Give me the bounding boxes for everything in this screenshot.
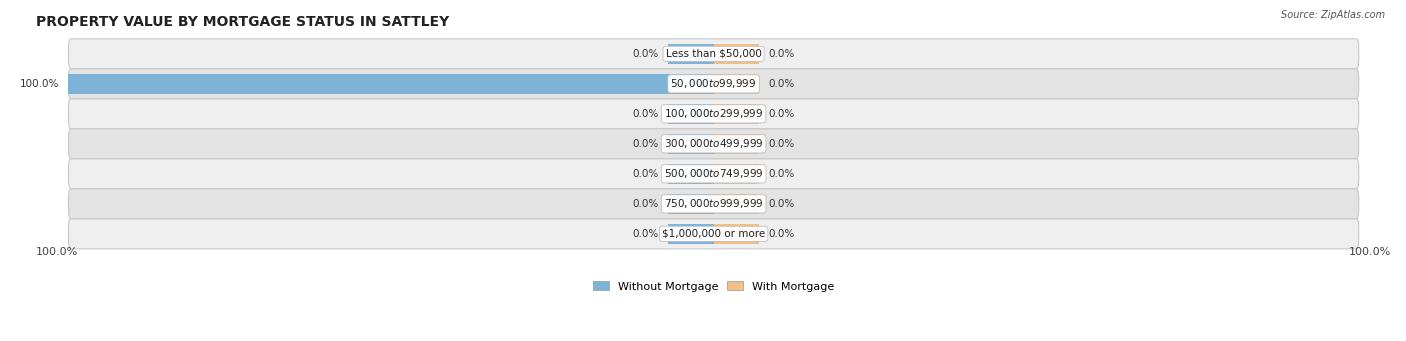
Bar — [668, 104, 714, 124]
Text: 100.0%: 100.0% — [37, 248, 79, 257]
Text: 0.0%: 0.0% — [633, 229, 659, 239]
Bar — [668, 164, 714, 184]
FancyBboxPatch shape — [69, 99, 1358, 129]
Text: PROPERTY VALUE BY MORTGAGE STATUS IN SATTLEY: PROPERTY VALUE BY MORTGAGE STATUS IN SAT… — [37, 15, 450, 29]
Text: 0.0%: 0.0% — [633, 139, 659, 149]
Text: 0.0%: 0.0% — [633, 199, 659, 209]
Text: Less than $50,000: Less than $50,000 — [665, 49, 762, 59]
Text: $500,000 to $749,999: $500,000 to $749,999 — [664, 167, 763, 180]
Text: 100.0%: 100.0% — [20, 79, 59, 89]
Text: $50,000 to $99,999: $50,000 to $99,999 — [671, 77, 756, 90]
Bar — [714, 164, 759, 184]
Bar — [668, 134, 714, 154]
FancyBboxPatch shape — [69, 69, 1358, 99]
Text: Source: ZipAtlas.com: Source: ZipAtlas.com — [1281, 10, 1385, 20]
FancyBboxPatch shape — [69, 219, 1358, 249]
Bar — [668, 224, 714, 244]
Text: 0.0%: 0.0% — [769, 49, 794, 59]
Text: $750,000 to $999,999: $750,000 to $999,999 — [664, 197, 763, 210]
Bar — [714, 194, 759, 214]
Bar — [668, 44, 714, 64]
Text: 0.0%: 0.0% — [769, 109, 794, 119]
Text: 0.0%: 0.0% — [633, 169, 659, 179]
FancyBboxPatch shape — [69, 39, 1358, 69]
Text: $1,000,000 or more: $1,000,000 or more — [662, 229, 765, 239]
Bar — [714, 134, 759, 154]
Text: 0.0%: 0.0% — [769, 139, 794, 149]
Bar — [714, 74, 759, 94]
Text: 0.0%: 0.0% — [769, 199, 794, 209]
Legend: Without Mortgage, With Mortgage: Without Mortgage, With Mortgage — [589, 277, 838, 296]
Text: 0.0%: 0.0% — [769, 229, 794, 239]
Text: 0.0%: 0.0% — [769, 79, 794, 89]
FancyBboxPatch shape — [69, 189, 1358, 219]
Text: 0.0%: 0.0% — [633, 109, 659, 119]
Bar — [668, 194, 714, 214]
Text: $300,000 to $499,999: $300,000 to $499,999 — [664, 137, 763, 150]
Bar — [69, 74, 714, 94]
Bar — [714, 44, 759, 64]
Text: $100,000 to $299,999: $100,000 to $299,999 — [664, 107, 763, 120]
Text: 100.0%: 100.0% — [1348, 248, 1391, 257]
Text: 0.0%: 0.0% — [633, 49, 659, 59]
FancyBboxPatch shape — [69, 129, 1358, 159]
Bar — [714, 104, 759, 124]
FancyBboxPatch shape — [69, 159, 1358, 189]
Text: 0.0%: 0.0% — [769, 169, 794, 179]
Bar — [714, 224, 759, 244]
